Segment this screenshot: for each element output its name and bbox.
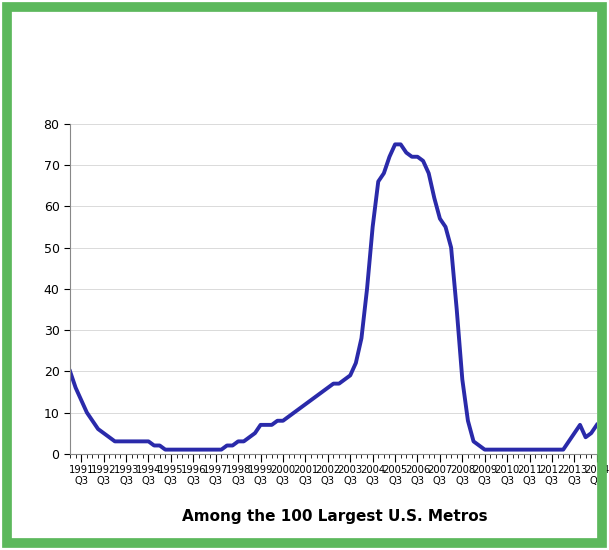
Text: Among the 100 Largest U.S. Metros: Among the 100 Largest U.S. Metros [182,509,488,525]
Text: Overvalued By More Than 10%: Overvalued By More Than 10% [171,74,471,92]
Text: ♀: ♀ [22,39,44,68]
Text: # of U.S. Metros with Home Prices: # of U.S. Metros with Home Prices [171,26,508,45]
Text: trulia: trulia [58,41,135,65]
